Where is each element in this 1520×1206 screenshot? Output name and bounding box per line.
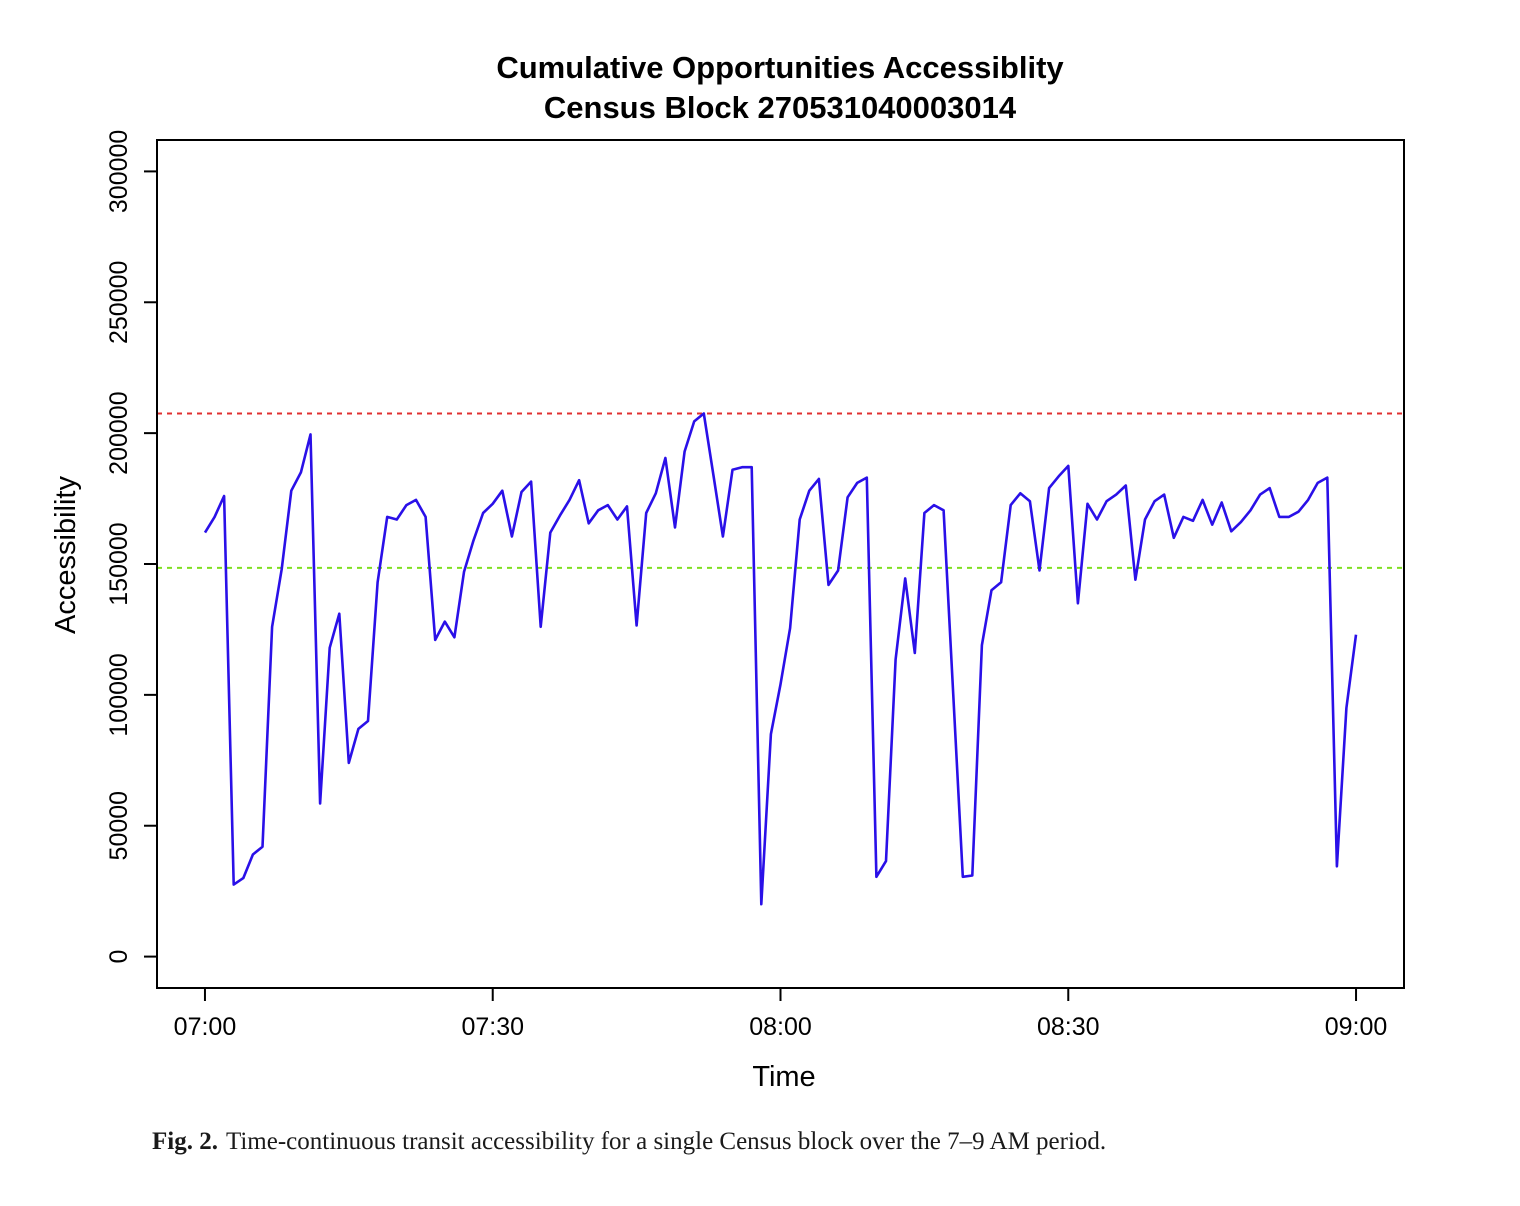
y-tick-label: 250000	[105, 261, 133, 344]
x-axis: 07:00 07:30 08:00 08:30 09:00	[174, 987, 1388, 1041]
figure-caption: Fig. 2. Time-continuous transit accessibi…	[152, 1128, 1452, 1156]
x-tick-label: 08:30	[1037, 1013, 1100, 1041]
y-tick-label: 300000	[105, 130, 133, 213]
y-axis-label: Accessibility	[50, 476, 82, 634]
x-axis-label: Time	[752, 1061, 815, 1093]
y-tick-label: 200000	[105, 391, 133, 474]
y-tick-label: 100000	[105, 653, 133, 736]
series-group	[203, 412, 1358, 906]
plot-frame	[156, 139, 1405, 989]
chart-canvas: Cumulative Opportunities Accessiblity Ce…	[50, 50, 1405, 1093]
x-tick-label: 07:00	[174, 1013, 237, 1041]
chart-subtitle: Census Block 270531040003014	[544, 90, 1017, 125]
x-tick-label: 09:00	[1325, 1013, 1388, 1041]
caption-text: Time-continuous transit accessibility fo…	[225, 1128, 1107, 1155]
x-tick-label: 08:00	[749, 1013, 812, 1041]
caption-label: Fig. 2.	[152, 1128, 218, 1155]
y-tick-label: 150000	[105, 522, 133, 605]
y-axis: 0 50000 100000 150000 200000 250000 300000	[105, 130, 158, 964]
y-tick-label: 0	[105, 950, 133, 964]
reference-lines	[157, 412, 1404, 569]
y-tick-label: 50000	[105, 791, 133, 861]
chart-title: Cumulative Opportunities Accessiblity	[496, 50, 1064, 85]
series-line-0	[203, 412, 1358, 906]
x-tick-label: 07:30	[461, 1013, 524, 1041]
